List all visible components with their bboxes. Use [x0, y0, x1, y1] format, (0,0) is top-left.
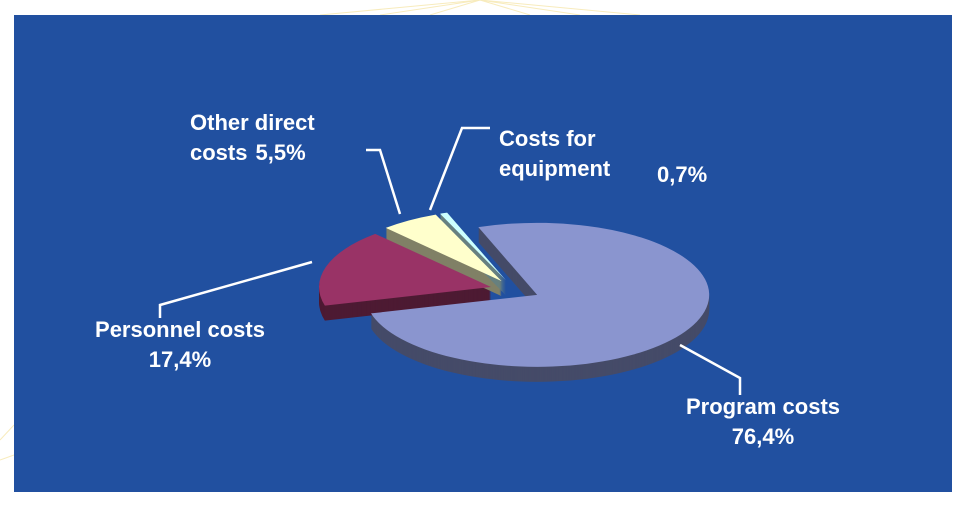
slice-side — [440, 216, 506, 285]
category-label: Other direct costs — [190, 110, 315, 165]
category-label: Costs for equipment — [499, 126, 611, 181]
value-label: 0,7% — [657, 162, 708, 187]
pie — [319, 212, 710, 382]
value-label: 17,4% — [148, 347, 212, 372]
slice-label: Costs for equipment 0,7% — [499, 124, 759, 187]
category-label: Program costs — [685, 394, 841, 419]
slice-side — [440, 214, 506, 283]
slice — [371, 222, 710, 367]
slice-label: Program costs 76,4% — [633, 392, 893, 452]
slice — [440, 212, 506, 281]
background-rays — [0, 0, 641, 461]
plot-background — [14, 15, 952, 492]
slice — [319, 233, 492, 306]
slice-side — [440, 217, 506, 286]
slice-label: Personnel costs 17,4% — [50, 315, 310, 375]
leader-lines — [158, 126, 742, 395]
slice-side — [440, 213, 506, 282]
category-label: Personnel costs — [95, 317, 265, 342]
slice-side — [440, 215, 506, 284]
value-label: 5,5% — [255, 140, 306, 165]
value-label: 76,4% — [731, 424, 795, 449]
slice — [385, 214, 502, 282]
slice-label: Other direct costs 5,5% — [190, 108, 362, 168]
